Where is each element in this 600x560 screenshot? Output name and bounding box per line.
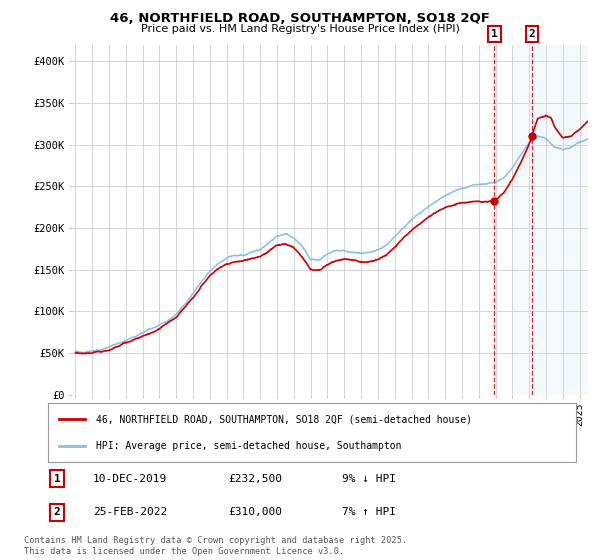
Text: 2: 2 [529,29,535,39]
Text: Price paid vs. HM Land Registry's House Price Index (HPI): Price paid vs. HM Land Registry's House … [140,24,460,34]
Text: 46, NORTHFIELD ROAD, SOUTHAMPTON, SO18 2QF: 46, NORTHFIELD ROAD, SOUTHAMPTON, SO18 2… [110,12,490,25]
Text: 1: 1 [491,29,498,39]
Text: 25-FEB-2022: 25-FEB-2022 [93,507,167,517]
Text: 2: 2 [53,507,61,517]
Text: Contains HM Land Registry data © Crown copyright and database right 2025.
This d: Contains HM Land Registry data © Crown c… [24,536,407,556]
Text: £232,500: £232,500 [228,474,282,484]
Text: 7% ↑ HPI: 7% ↑ HPI [342,507,396,517]
Text: £310,000: £310,000 [228,507,282,517]
Text: 46, NORTHFIELD ROAD, SOUTHAMPTON, SO18 2QF (semi-detached house): 46, NORTHFIELD ROAD, SOUTHAMPTON, SO18 2… [95,414,472,424]
Text: 9% ↓ HPI: 9% ↓ HPI [342,474,396,484]
Text: HPI: Average price, semi-detached house, Southampton: HPI: Average price, semi-detached house,… [95,441,401,451]
Text: 10-DEC-2019: 10-DEC-2019 [93,474,167,484]
Bar [512,45,590,395]
Text: 1: 1 [53,474,61,484]
